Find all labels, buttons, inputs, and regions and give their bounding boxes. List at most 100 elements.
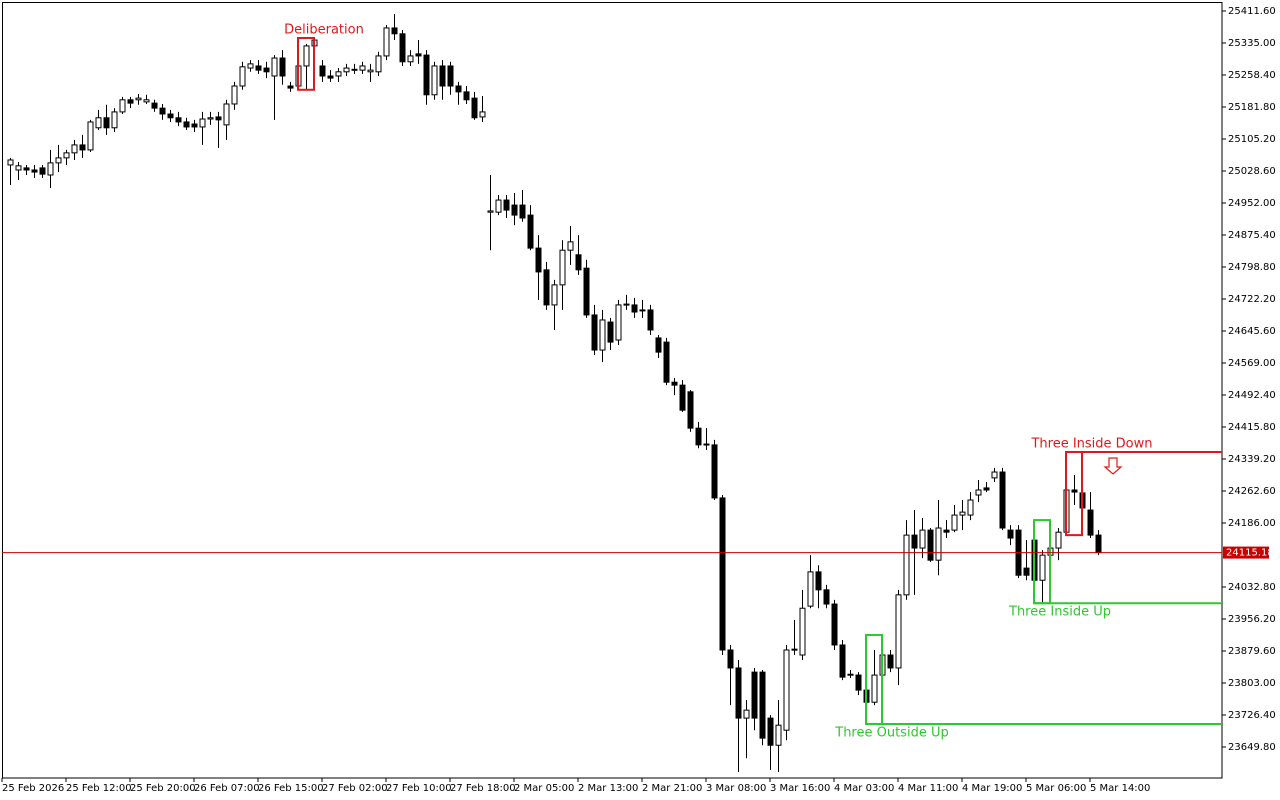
candle-body xyxy=(823,589,830,605)
y-tick-label: 23726.40 xyxy=(1228,710,1276,721)
candle-body xyxy=(631,304,638,313)
candle-body xyxy=(943,529,950,533)
candle-body xyxy=(991,471,998,479)
candle-body xyxy=(327,75,334,79)
candle-body xyxy=(783,649,790,731)
candle-body xyxy=(447,65,454,87)
candle-body xyxy=(1007,529,1014,539)
candle-body xyxy=(527,214,534,249)
candle-body xyxy=(807,571,814,607)
candle-body xyxy=(351,68,358,71)
candle-body xyxy=(31,169,38,173)
y-tick-label: 24569.00 xyxy=(1228,358,1276,369)
y-tick-label: 24186.00 xyxy=(1228,518,1276,529)
candle-body xyxy=(535,247,542,273)
candle-body xyxy=(279,57,286,77)
candle-body xyxy=(199,118,206,128)
candle-body xyxy=(399,33,406,63)
candle-body xyxy=(607,321,614,343)
candle-body xyxy=(1055,531,1062,549)
candle-body xyxy=(775,724,782,746)
x-tick-label: 4 Mar 11:00 xyxy=(898,783,958,794)
candle-body xyxy=(215,116,222,121)
candle-body xyxy=(111,111,118,129)
candle-body xyxy=(599,319,606,351)
candle-body xyxy=(695,427,702,446)
candle-body xyxy=(519,204,526,219)
y-tick-label: 25181.80 xyxy=(1228,102,1276,113)
candle-body xyxy=(391,27,398,35)
candle-body xyxy=(815,571,822,591)
candle-body xyxy=(191,123,198,128)
x-tick-label: 3 Mar 16:00 xyxy=(770,783,830,794)
candle-body xyxy=(119,99,126,113)
y-tick-label: 24492.40 xyxy=(1228,390,1276,401)
y-tick-label: 25028.60 xyxy=(1228,166,1276,177)
candle-body xyxy=(415,53,422,57)
candle-body xyxy=(367,69,374,73)
y-tick-label: 23879.60 xyxy=(1228,646,1276,657)
candle-body xyxy=(95,117,102,129)
candle-body xyxy=(463,91,470,101)
candle-body xyxy=(703,443,710,446)
candle-body xyxy=(343,67,350,73)
candle-body xyxy=(919,529,926,549)
candle-body xyxy=(727,649,734,669)
candle-body xyxy=(127,99,134,104)
x-tick-label: 27 Feb 10:00 xyxy=(386,783,452,794)
x-tick-label: 3 Mar 08:00 xyxy=(706,783,766,794)
candle-body xyxy=(623,303,630,306)
y-tick-label: 24339.20 xyxy=(1228,454,1276,465)
candle-body xyxy=(767,717,774,746)
candle-body xyxy=(87,121,94,151)
candle-body xyxy=(895,594,902,669)
pattern-box xyxy=(297,36,315,91)
x-tick-label: 4 Mar 03:00 xyxy=(834,783,894,794)
candle-body xyxy=(151,102,158,109)
pattern-label: Three Outside Up xyxy=(834,725,948,740)
x-tick-label: 26 Feb 15:00 xyxy=(258,783,324,794)
candle-body xyxy=(175,117,182,123)
candle-body xyxy=(271,57,278,77)
pattern-label: Three Inside Down xyxy=(1030,436,1152,451)
candle-body xyxy=(263,67,270,73)
candle-body xyxy=(247,63,254,69)
candle-body xyxy=(7,159,14,166)
y-tick-label: 23956.20 xyxy=(1228,614,1276,625)
x-tick-label: 27 Feb 18:00 xyxy=(450,783,516,794)
candle-body xyxy=(711,444,718,499)
candle-body xyxy=(951,514,958,531)
candle-body xyxy=(255,65,262,71)
candle-body xyxy=(575,254,582,271)
candle-body xyxy=(671,381,678,386)
candle-body xyxy=(207,117,214,120)
candle-body xyxy=(663,341,670,383)
candle-body xyxy=(975,489,982,496)
last-price-label: 24115.18 xyxy=(1226,548,1274,559)
y-tick-label: 25258.40 xyxy=(1228,70,1276,81)
candle-body xyxy=(383,27,390,57)
candle-body xyxy=(959,511,966,516)
x-tick-label: 5 Mar 06:00 xyxy=(1026,783,1086,794)
x-tick-label: 26 Feb 07:00 xyxy=(194,783,260,794)
candle-body xyxy=(423,54,430,96)
candle-body xyxy=(479,111,486,118)
candle-body xyxy=(1087,509,1094,536)
candle-body xyxy=(231,85,238,105)
candle-body xyxy=(583,267,590,316)
candle-body xyxy=(903,534,910,596)
candle-body xyxy=(55,157,62,164)
candle-body xyxy=(1095,534,1102,554)
candle-body xyxy=(319,65,326,77)
pattern-label: Deliberation xyxy=(284,22,364,37)
y-tick-label: 23803.00 xyxy=(1228,678,1276,689)
candle-body xyxy=(743,709,750,719)
candle-body xyxy=(63,152,70,159)
candle-body xyxy=(287,85,294,89)
candle-body xyxy=(15,165,22,171)
candle-body xyxy=(967,499,974,516)
candle-body xyxy=(759,671,766,739)
candle-body xyxy=(735,667,742,719)
candle-body xyxy=(439,65,446,87)
